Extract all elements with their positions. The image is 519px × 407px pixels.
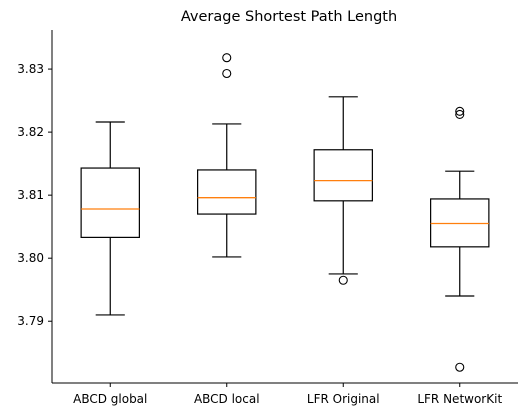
y-tick-label: 3.80 bbox=[17, 251, 44, 265]
chart-marks bbox=[80, 53, 490, 372]
outlier-point bbox=[455, 362, 465, 372]
chart-title: Average Shortest Path Length bbox=[181, 9, 397, 25]
box-group bbox=[430, 106, 490, 372]
axes: 3.79 3.80 3.81 3.82 3.83 ABCD global ABCD loca… bbox=[17, 30, 518, 406]
box-iqr bbox=[80, 167, 140, 238]
y-tick-label: 3.81 bbox=[17, 188, 44, 202]
y-tick-label: 3.83 bbox=[17, 62, 44, 76]
box-group bbox=[80, 121, 140, 316]
outlier-point bbox=[222, 68, 232, 79]
x-tick-label: LFR NetworKit bbox=[417, 392, 502, 406]
outlier-point bbox=[455, 106, 465, 116]
x-tick-label: LFR Original bbox=[307, 392, 380, 406]
box-iqr bbox=[313, 149, 373, 202]
x-tick-label: ABCD global bbox=[73, 392, 147, 406]
box-iqr bbox=[197, 169, 257, 215]
y-tick-label: 3.79 bbox=[17, 314, 44, 328]
box-group bbox=[313, 96, 373, 285]
box-group bbox=[197, 53, 257, 258]
x-tick-label: ABCD local bbox=[194, 392, 260, 406]
outlier-point bbox=[338, 275, 348, 285]
y-tick-label: 3.82 bbox=[17, 125, 44, 139]
outlier-point bbox=[455, 109, 465, 120]
outlier-point bbox=[222, 53, 232, 63]
